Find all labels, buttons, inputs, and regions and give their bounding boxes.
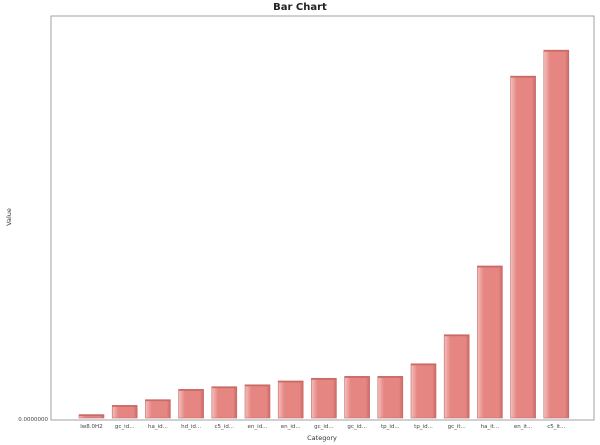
bar xyxy=(344,376,370,419)
bar-top-edge xyxy=(211,386,237,389)
bar-top-edge xyxy=(510,76,536,78)
x-tick-label: hd_id... xyxy=(181,424,201,430)
bar-top-edge xyxy=(543,50,569,52)
x-tick-label: gc_it... xyxy=(448,424,466,430)
bar-top-edge xyxy=(245,384,270,387)
bar xyxy=(311,377,337,419)
chart-title: Bar Chart xyxy=(273,2,327,13)
bar xyxy=(410,363,437,419)
x-tick-label: ha_id... xyxy=(148,424,168,430)
x-tick-label: c5_id... xyxy=(215,424,235,430)
bar xyxy=(477,265,503,419)
x-tick-label: en_id... xyxy=(248,424,268,430)
bar xyxy=(244,384,271,419)
bar xyxy=(277,380,304,419)
x-axis-label: Category xyxy=(307,434,337,442)
bar-top-edge xyxy=(311,378,337,380)
x-tick-label: tp_id... xyxy=(414,424,433,430)
x-tick-label: en_it... xyxy=(514,424,533,430)
bar-top-edge xyxy=(444,334,470,337)
bars-group xyxy=(78,49,570,419)
bar-top-edge xyxy=(79,414,104,417)
bar-top-edge xyxy=(344,376,370,378)
bar xyxy=(543,49,570,419)
bar-top-edge xyxy=(377,376,403,378)
x-tick-label: ha_it... xyxy=(481,424,500,430)
x-tick-label: tp_id... xyxy=(381,424,400,430)
y-axis-label: Value xyxy=(5,208,13,226)
x-tick-label: gc_id... xyxy=(115,424,135,430)
bar xyxy=(145,399,171,419)
bar xyxy=(443,334,470,419)
x-tick-label: gc_id... xyxy=(314,424,334,430)
x-tick-labels: lw8.0H2 gc_id... ha_id... hd_id... c5_id... e… xyxy=(80,424,565,430)
bar xyxy=(377,376,404,419)
bar xyxy=(211,386,238,419)
bar-top-edge xyxy=(477,265,503,268)
bar-top-edge xyxy=(145,399,171,402)
x-tick-label: en_id... xyxy=(281,424,301,430)
x-tick-label: c5_it... xyxy=(547,424,565,430)
x-tick-label: gc_id... xyxy=(347,424,367,430)
bar-top-edge xyxy=(278,380,304,383)
bar-top-edge xyxy=(411,363,436,366)
x-tick-label: lw8.0H2 xyxy=(80,424,102,430)
bar xyxy=(111,405,138,419)
plot-area xyxy=(50,15,595,421)
y-tick-label: 0.0000000 xyxy=(18,417,48,423)
bar-top-edge xyxy=(112,405,138,407)
bar-top-edge xyxy=(178,389,204,391)
bar xyxy=(178,389,204,419)
bar xyxy=(510,75,536,419)
